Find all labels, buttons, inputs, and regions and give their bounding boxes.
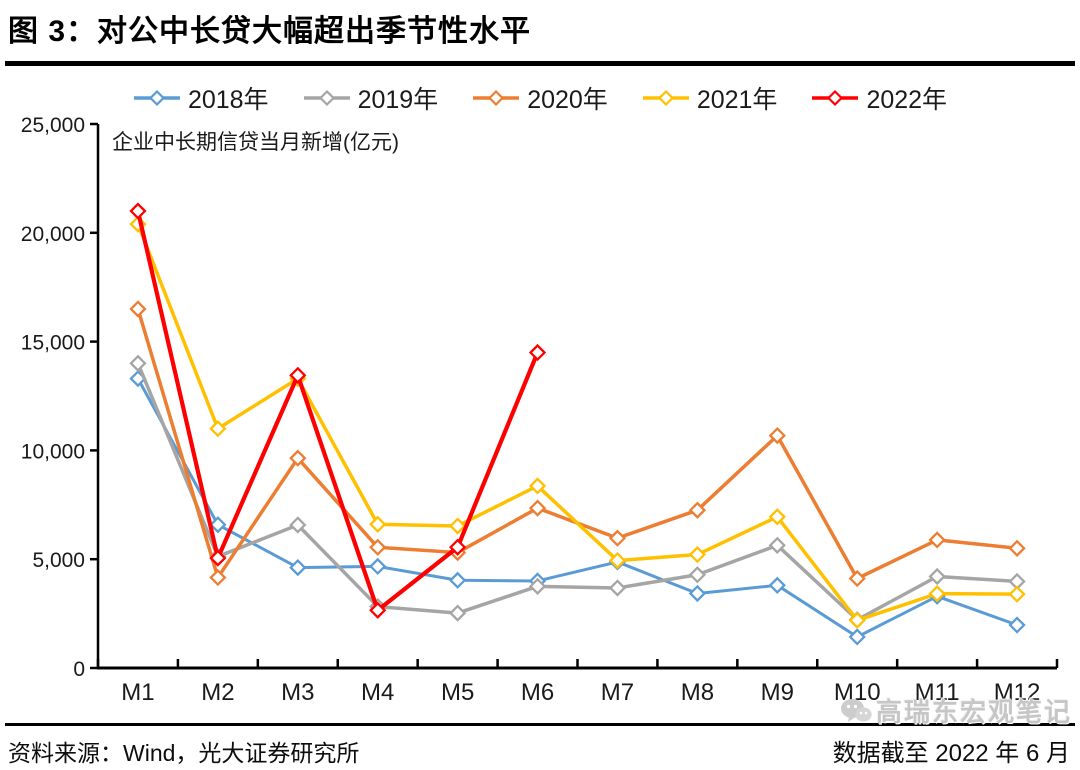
bottom-divider [5,723,1075,726]
series-marker-2019年 [608,579,627,597]
series-marker-2022年 [289,366,307,384]
legend-label: 2019年 [357,86,439,114]
series-marker-2018年 [369,557,387,576]
series-marker-2020年 [129,300,147,318]
series-marker-2022年 [448,538,467,556]
legend-label: 2020年 [527,86,608,114]
source-note: 资料来源：Wind，光大证券研究所 [8,740,360,766]
series-marker-2021年 [528,477,547,495]
series-marker-2021年 [209,420,227,438]
legend-label: 2021年 [696,86,778,114]
series-line-2021年 [136,222,1019,623]
y-tick-label: 20,000 [21,223,85,246]
watermark: 高瑞东宏观笔记 [840,692,1072,729]
x-tick-label: M6 [521,679,554,706]
y-tick-label: 10,000 [21,440,85,463]
series-marker-2021年 [768,508,786,526]
series-line-2019年 [136,361,1019,622]
legend-item-2019年: 2019年 [303,80,439,116]
legend-marker-2021年 [642,89,689,107]
x-tick-label: M9 [761,679,794,706]
legend-marker-2022年 [812,89,859,107]
series-marker-2022年 [129,202,147,220]
y-tick-label: 5,000 [32,549,85,572]
legend-item-2022年: 2022年 [811,80,947,116]
series-marker-2022年 [528,343,547,362]
series-marker-2020年 [768,426,786,445]
series-marker-2018年 [289,558,307,577]
legend-marker-2019年 [303,89,350,107]
series-marker-2019年 [448,604,467,622]
legend: 2018年 2019年 2020年 2021年 2022年 [0,80,1080,116]
series-marker-2019年 [528,577,547,595]
legend-marker-2018年 [133,89,180,107]
series-marker-2019年 [928,567,946,586]
x-tick-label: M2 [201,679,234,706]
series-marker-2018年 [209,516,227,534]
series-marker-2021年 [608,551,627,570]
x-tick-label: M1 [121,679,154,706]
legend-label: 2022年 [866,86,948,114]
series-marker-2020年 [369,538,387,556]
chart-axis-note: 企业中长期信贷当月新增(亿元) [112,131,399,154]
series-marker-2018年 [848,628,866,646]
legend-label: 2018年 [187,86,269,114]
series-marker-2021年 [848,611,866,629]
x-tick-label: M5 [441,679,474,706]
top-divider [5,61,1075,66]
series-marker-2018年 [448,571,467,589]
series-marker-2019年 [289,516,307,534]
y-tick-label: 15,000 [21,332,85,355]
watermark-text: 高瑞东宏观笔记 [875,697,1072,727]
series-marker-2019年 [768,536,786,554]
series-marker-2021年 [688,545,707,564]
series-marker-2020年 [608,529,627,547]
data-cutoff-note: 数据截至 2022 年 6 月 [832,740,1070,767]
series-marker-2020年 [528,499,547,517]
series-marker-2018年 [688,584,707,603]
series-marker-2018年 [768,576,786,594]
legend-marker-2020年 [473,89,520,107]
y-tick-label: 0 [73,658,85,681]
legend-item-2021年: 2021年 [642,80,778,116]
series-line-2022年 [135,208,540,613]
series-marker-2021年 [928,585,946,603]
x-tick-label: M4 [361,679,394,706]
series-marker-2020年 [209,568,227,587]
y-tick-label: 25,000 [21,114,85,137]
series-marker-2022年 [209,549,227,567]
series-marker-2020年 [688,501,707,519]
series-marker-2019年 [688,566,707,584]
series-marker-2018年 [1008,616,1026,634]
series-marker-2021年 [1008,585,1026,603]
series-marker-2020年 [848,569,866,588]
series-marker-2019年 [129,354,147,372]
x-tick-label: M8 [681,679,714,706]
legend-item-2018年: 2018年 [133,80,269,116]
series-marker-2021年 [369,515,387,533]
series-marker-2021年 [448,517,467,535]
series-marker-2020年 [1008,539,1026,557]
x-tick-label: M11 [915,679,960,706]
wechat-icon [840,698,872,722]
x-tick-label: M12 [994,679,1041,706]
series-line-2018年 [136,377,1019,639]
series-marker-2022年 [369,601,387,619]
series-marker-2020年 [289,449,307,467]
series-marker-2020年 [928,531,946,549]
x-tick-label: M7 [601,679,634,706]
legend-item-2020年: 2020年 [472,80,608,116]
x-tick-label: M3 [281,679,314,706]
figure-title: 图 3：对公中长贷大幅超出季节性水平 [8,15,532,48]
